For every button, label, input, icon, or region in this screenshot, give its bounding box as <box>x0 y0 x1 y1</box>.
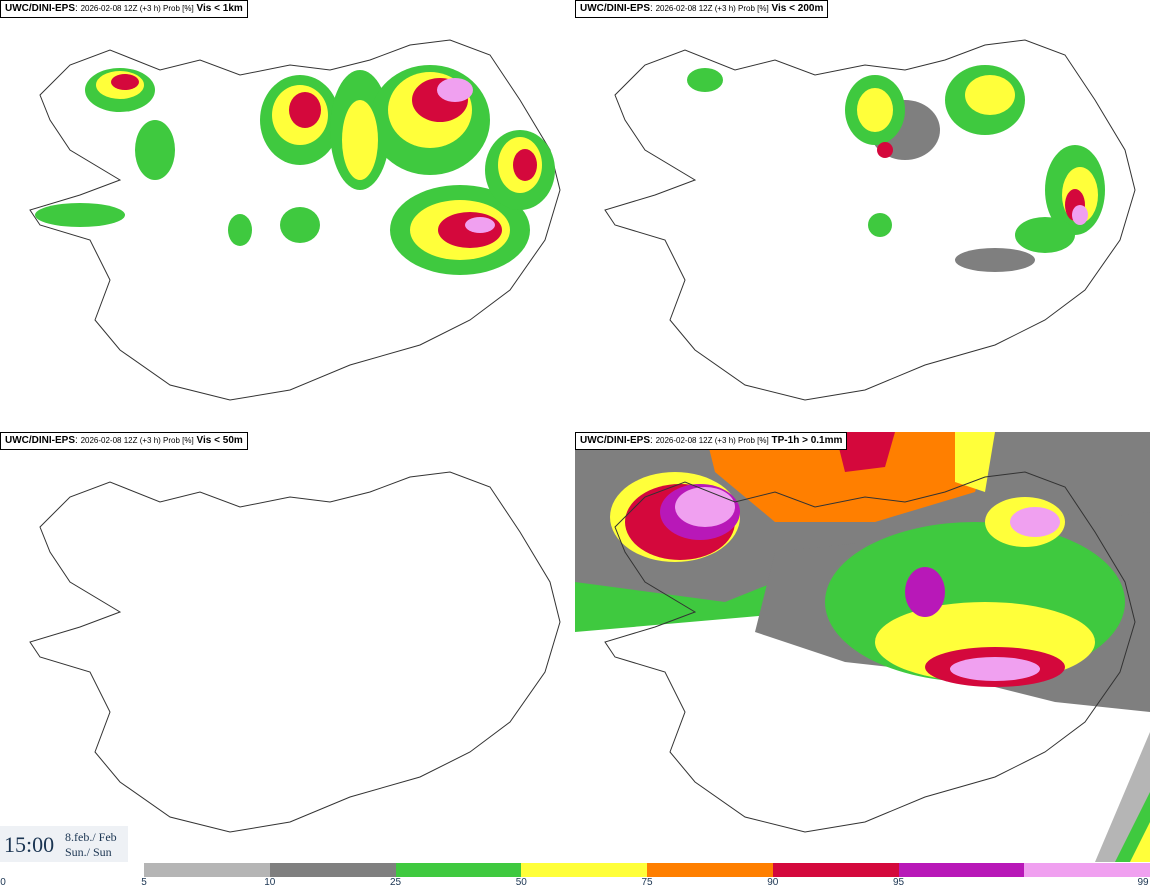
colorbar-tick-label: 95 <box>892 877 905 888</box>
map-vis-1km <box>29 39 561 401</box>
valid-time: 15:00 <box>4 832 55 857</box>
colorbar-segment <box>647 863 773 877</box>
colorbar-segment <box>269 863 396 877</box>
panel-title: UWC/DINI-EPS: 2026-02-08 12Z (+3 h) Prob… <box>0 0 248 18</box>
colorbar-tick-label: 25 <box>389 877 402 888</box>
colorbar-segment <box>144 863 270 877</box>
panel-title: UWC/DINI-EPS: 2026-02-08 12Z (+3 h) Prob… <box>575 0 829 18</box>
panel-title: UWC/DINI-EPS: 2026-02-08 12Z (+3 h) Prob… <box>575 432 848 450</box>
map-panel-tp-1h: UWC/DINI-EPS: 2026-02-08 12Z (+3 h) Prob… <box>575 432 1150 862</box>
valid-date: 8.feb./ Feb Sun./ Sun <box>65 830 117 860</box>
colorbar-segment <box>395 863 522 877</box>
valid-date-line2: Sun./ Sun <box>65 845 112 859</box>
map-panel-vis-50m: UWC/DINI-EPS: 2026-02-08 12Z (+3 h) Prob… <box>0 432 575 862</box>
colorbar-tick-label: 5 <box>141 877 147 888</box>
colorbar-tick-label: 99 <box>1137 877 1149 888</box>
map-panel-vis-200m: UWC/DINI-EPS: 2026-02-08 12Z (+3 h) Prob… <box>575 0 1150 430</box>
colorbar-tick-label: 90 <box>767 877 779 888</box>
map-panel-vis-1km: UWC/DINI-EPS: 2026-02-08 12Z (+3 h) Prob… <box>0 0 575 430</box>
colorbar-tick-label: 10 <box>264 877 276 888</box>
colorbar-segment <box>898 863 1025 877</box>
valid-date-line1: 8.feb./ Feb <box>65 830 117 844</box>
valid-time-box: 15:00 8.feb./ Feb Sun./ Sun <box>0 826 128 862</box>
colorbar-segment <box>772 863 899 877</box>
map-vis-200m <box>604 39 1136 401</box>
colorbar-segment <box>521 863 647 877</box>
colorbar <box>144 863 1150 877</box>
colorbar-tick-label: 50 <box>515 877 527 888</box>
panel-title: UWC/DINI-EPS: 2026-02-08 12Z (+3 h) Prob… <box>0 432 248 450</box>
colorbar-tick-label: 75 <box>641 877 653 888</box>
colorbar-tick-label: 0 <box>0 877 6 888</box>
map-vis-50m <box>29 471 561 833</box>
map-tp-1h <box>575 432 1150 862</box>
colorbar-segment <box>1024 863 1150 877</box>
